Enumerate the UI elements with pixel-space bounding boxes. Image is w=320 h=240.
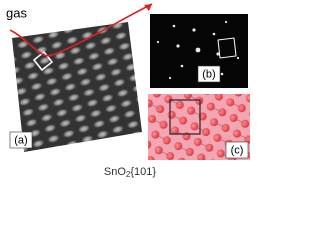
gas-arrow <box>9 3 153 57</box>
formula: SnO <box>104 166 126 178</box>
panel-label: (a) <box>14 134 27 146</box>
unit-cell-marker <box>217 37 237 59</box>
label-box <box>9 131 33 149</box>
figure: gas (a) (b) (c) SnO2{101} <box>6 3 250 179</box>
label-box <box>225 141 249 159</box>
panel-label: (c) <box>231 144 244 156</box>
page: {"labels": {"gas": "gas", "a": "(a)", "b… <box>6 3 250 180</box>
caption: SnO2{101} <box>104 166 156 179</box>
arrow-head <box>144 4 152 11</box>
plane: {101} <box>130 166 156 178</box>
diffraction-spots <box>156 20 240 80</box>
unit-cell-marker <box>32 50 54 72</box>
gas-label: gas <box>6 5 27 20</box>
subscript: 2 <box>126 170 131 179</box>
panel-label: (b) <box>202 68 215 80</box>
label-box <box>197 65 221 83</box>
unit-cell-marker <box>169 99 201 135</box>
